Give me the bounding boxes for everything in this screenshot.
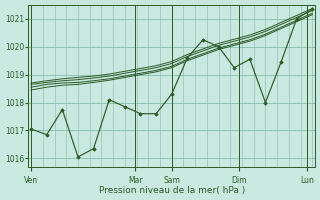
X-axis label: Pression niveau de la mer( hPa ): Pression niveau de la mer( hPa ) xyxy=(99,186,245,195)
